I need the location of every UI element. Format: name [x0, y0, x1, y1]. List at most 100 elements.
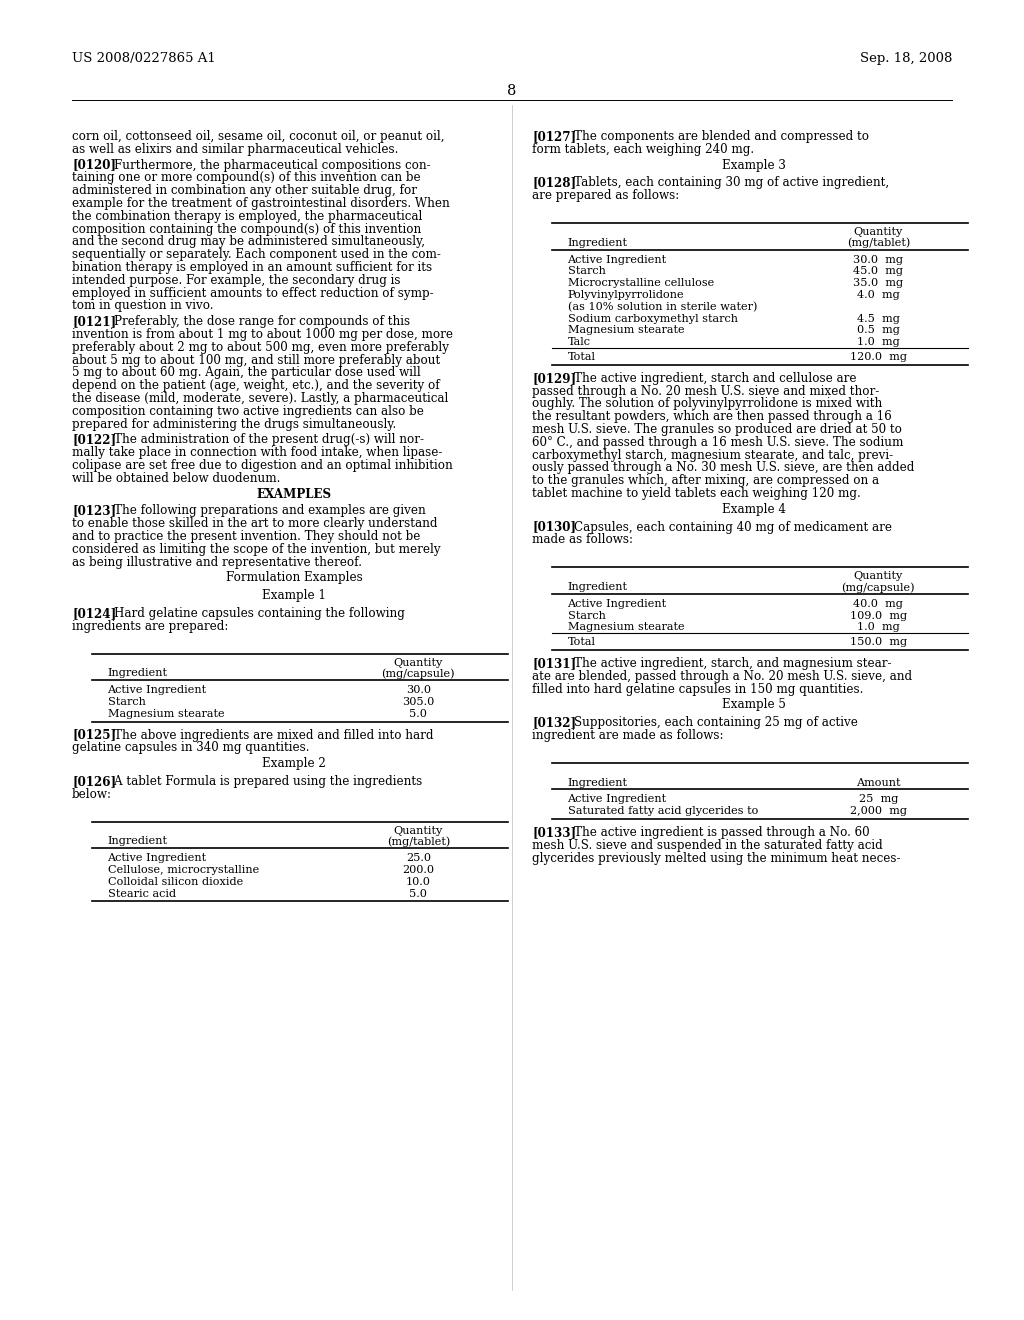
Text: mesh U.S. sieve and suspended in the saturated fatty acid: mesh U.S. sieve and suspended in the sat…: [532, 838, 883, 851]
Text: [0128]: [0128]: [532, 177, 577, 189]
Text: are prepared as follows:: are prepared as follows:: [532, 189, 679, 202]
Text: 120.0  mg: 120.0 mg: [850, 352, 907, 362]
Text: A tablet Formula is prepared using the ingredients: A tablet Formula is prepared using the i…: [99, 775, 422, 788]
Text: Example 1: Example 1: [262, 589, 326, 602]
Text: employed in sufficient amounts to effect reduction of symp-: employed in sufficient amounts to effect…: [72, 286, 433, 300]
Text: Talc: Talc: [567, 337, 591, 347]
Text: Microcrystalline cellulose: Microcrystalline cellulose: [567, 279, 714, 288]
Text: The following preparations and examples are given: The following preparations and examples …: [99, 504, 426, 517]
Text: (mg/tablet): (mg/tablet): [387, 837, 450, 847]
Text: Quantity: Quantity: [393, 825, 443, 836]
Text: 1.0  mg: 1.0 mg: [857, 623, 900, 632]
Text: Active Ingredient: Active Ingredient: [108, 685, 207, 696]
Text: Sep. 18, 2008: Sep. 18, 2008: [859, 51, 952, 65]
Text: [0132]: [0132]: [532, 717, 577, 729]
Text: tablet machine to yield tablets each weighing 120 mg.: tablet machine to yield tablets each wei…: [532, 487, 861, 500]
Text: as well as elixirs and similar pharmaceutical vehicles.: as well as elixirs and similar pharmaceu…: [72, 143, 398, 156]
Text: Example 2: Example 2: [262, 758, 326, 770]
Text: colipase are set free due to digestion and an optimal inhibition: colipase are set free due to digestion a…: [72, 459, 453, 473]
Text: Example 4: Example 4: [722, 503, 786, 516]
Text: 2,000  mg: 2,000 mg: [850, 807, 907, 816]
Text: gelatine capsules in 340 mg quantities.: gelatine capsules in 340 mg quantities.: [72, 742, 309, 755]
Text: 0.5  mg: 0.5 mg: [857, 326, 900, 335]
Text: Starch: Starch: [567, 611, 605, 620]
Text: ingredients are prepared:: ingredients are prepared:: [72, 620, 228, 632]
Text: Total: Total: [567, 638, 596, 647]
Text: mesh U.S. sieve. The granules so produced are dried at 50 to: mesh U.S. sieve. The granules so produce…: [532, 422, 902, 436]
Text: (mg/capsule): (mg/capsule): [382, 668, 455, 678]
Text: [0125]: [0125]: [72, 729, 116, 742]
Text: corn oil, cottonseed oil, sesame oil, coconut oil, or peanut oil,: corn oil, cottonseed oil, sesame oil, co…: [72, 129, 444, 143]
Text: ate are blended, passed through a No. 20 mesh U.S. sieve, and: ate are blended, passed through a No. 20…: [532, 669, 912, 682]
Text: the disease (mild, moderate, severe). Lastly, a pharmaceutical: the disease (mild, moderate, severe). La…: [72, 392, 449, 405]
Text: 150.0  mg: 150.0 mg: [850, 638, 907, 647]
Text: and the second drug may be administered simultaneously,: and the second drug may be administered …: [72, 235, 425, 248]
Text: 25  mg: 25 mg: [859, 795, 898, 804]
Text: The active ingredient, starch and cellulose are: The active ingredient, starch and cellul…: [559, 372, 856, 385]
Text: 40.0  mg: 40.0 mg: [853, 599, 903, 609]
Text: Stearic acid: Stearic acid: [108, 888, 176, 899]
Text: The components are blended and compressed to: The components are blended and compresse…: [559, 129, 868, 143]
Text: 4.0  mg: 4.0 mg: [857, 290, 900, 300]
Text: 109.0  mg: 109.0 mg: [850, 611, 907, 620]
Text: [0124]: [0124]: [72, 607, 117, 620]
Text: 8: 8: [507, 84, 517, 98]
Text: glycerides previously melted using the minimum heat neces-: glycerides previously melted using the m…: [532, 851, 900, 865]
Text: taining one or more compound(s) of this invention can be: taining one or more compound(s) of this …: [72, 172, 421, 185]
Text: 200.0: 200.0: [402, 865, 434, 875]
Text: 30.0  mg: 30.0 mg: [853, 255, 903, 264]
Text: Capsules, each containing 40 mg of medicament are: Capsules, each containing 40 mg of medic…: [559, 520, 892, 533]
Text: Quantity: Quantity: [854, 227, 903, 238]
Text: Tablets, each containing 30 mg of active ingredient,: Tablets, each containing 30 mg of active…: [559, 177, 889, 189]
Text: tom in question in vivo.: tom in question in vivo.: [72, 300, 213, 313]
Text: the combination therapy is employed, the pharmaceutical: the combination therapy is employed, the…: [72, 210, 422, 223]
Text: 305.0: 305.0: [402, 697, 434, 708]
Text: carboxymethyl starch, magnesium stearate, and talc, previ-: carboxymethyl starch, magnesium stearate…: [532, 449, 893, 462]
Text: 10.0: 10.0: [406, 876, 431, 887]
Text: [0120]: [0120]: [72, 158, 116, 172]
Text: Ingredient: Ingredient: [108, 837, 168, 846]
Text: composition containing the compound(s) of this invention: composition containing the compound(s) o…: [72, 223, 421, 235]
Text: preferably about 2 mg to about 500 mg, even more preferably: preferably about 2 mg to about 500 mg, e…: [72, 341, 449, 354]
Text: [0127]: [0127]: [532, 129, 577, 143]
Text: example for the treatment of gastrointestinal disorders. When: example for the treatment of gastrointes…: [72, 197, 450, 210]
Text: Quantity: Quantity: [854, 572, 903, 581]
Text: 4.5  mg: 4.5 mg: [857, 314, 900, 323]
Text: [0129]: [0129]: [532, 372, 577, 385]
Text: intended purpose. For example, the secondary drug is: intended purpose. For example, the secon…: [72, 273, 400, 286]
Text: The active ingredient is passed through a No. 60: The active ingredient is passed through …: [559, 826, 869, 840]
Text: Ingredient: Ingredient: [567, 238, 628, 248]
Text: composition containing two active ingredients can also be: composition containing two active ingred…: [72, 405, 424, 418]
Text: [0131]: [0131]: [532, 657, 577, 671]
Text: 5.0: 5.0: [410, 888, 427, 899]
Text: as being illustrative and representative thereof.: as being illustrative and representative…: [72, 556, 362, 569]
Text: Starch: Starch: [567, 267, 605, 276]
Text: bination therapy is employed in an amount sufficient for its: bination therapy is employed in an amoun…: [72, 261, 432, 275]
Text: 1.0  mg: 1.0 mg: [857, 337, 900, 347]
Text: about 5 mg to about 100 mg, and still more preferably about: about 5 mg to about 100 mg, and still mo…: [72, 354, 440, 367]
Text: Formulation Examples: Formulation Examples: [225, 572, 362, 585]
Text: filled into hard gelatine capsules in 150 mg quantities.: filled into hard gelatine capsules in 15…: [532, 682, 863, 696]
Text: 5.0: 5.0: [410, 709, 427, 719]
Text: [0133]: [0133]: [532, 826, 577, 840]
Text: [0122]: [0122]: [72, 433, 116, 446]
Text: Total: Total: [567, 352, 596, 362]
Text: Magnesium stearate: Magnesium stearate: [108, 709, 224, 719]
Text: [0123]: [0123]: [72, 504, 116, 517]
Text: Cellulose, microcrystalline: Cellulose, microcrystalline: [108, 865, 259, 875]
Text: Suppositories, each containing 25 mg of active: Suppositories, each containing 25 mg of …: [559, 717, 858, 729]
Text: Saturated fatty acid glycerides to: Saturated fatty acid glycerides to: [567, 807, 758, 816]
Text: Polyvinylpyrrolidone: Polyvinylpyrrolidone: [567, 290, 684, 300]
Text: 35.0  mg: 35.0 mg: [853, 279, 903, 288]
Text: sequentially or separately. Each component used in the com-: sequentially or separately. Each compone…: [72, 248, 441, 261]
Text: The administration of the present drug(-s) will nor-: The administration of the present drug(-…: [99, 433, 424, 446]
Text: made as follows:: made as follows:: [532, 533, 633, 546]
Text: Active Ingredient: Active Ingredient: [567, 255, 667, 264]
Text: 5 mg to about 60 mg. Again, the particular dose used will: 5 mg to about 60 mg. Again, the particul…: [72, 367, 421, 379]
Text: Ingredient: Ingredient: [108, 668, 168, 678]
Text: Quantity: Quantity: [393, 657, 443, 668]
Text: 25.0: 25.0: [406, 853, 431, 863]
Text: Hard gelatine capsules containing the following: Hard gelatine capsules containing the fo…: [99, 607, 404, 620]
Text: Ingredient: Ingredient: [567, 777, 628, 788]
Text: Active Ingredient: Active Ingredient: [567, 795, 667, 804]
